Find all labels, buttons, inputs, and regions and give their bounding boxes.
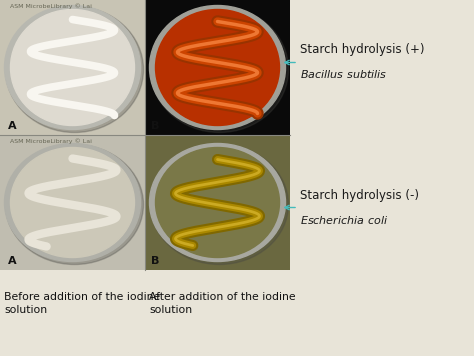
Ellipse shape (155, 147, 280, 257)
Bar (0, 135, 145, 270)
Text: Starch hydrolysis (-): Starch hydrolysis (-) (300, 188, 419, 201)
Text: Before addition of the iodine
solution: Before addition of the iodine solution (4, 292, 160, 315)
Text: B: B (151, 121, 159, 131)
Ellipse shape (151, 145, 289, 265)
Ellipse shape (4, 143, 140, 262)
Ellipse shape (6, 145, 144, 265)
Ellipse shape (4, 5, 140, 130)
Bar (0, 0, 145, 135)
Text: $\it{Escherichia\ coli}$: $\it{Escherichia\ coli}$ (300, 214, 388, 225)
Ellipse shape (10, 147, 135, 257)
Text: ASM MicrobeLibrary © Lai: ASM MicrobeLibrary © Lai (10, 138, 92, 144)
Ellipse shape (155, 10, 280, 126)
Ellipse shape (10, 10, 135, 126)
Text: After addition of the iodine
solution: After addition of the iodine solution (149, 292, 296, 315)
Ellipse shape (149, 143, 285, 262)
Ellipse shape (6, 6, 144, 132)
Text: $\it{Bacillus\ subtilis}$: $\it{Bacillus\ subtilis}$ (300, 68, 387, 80)
Text: A: A (8, 256, 17, 266)
Text: Starch hydrolysis (+): Starch hydrolysis (+) (300, 43, 425, 57)
Ellipse shape (151, 6, 289, 132)
Ellipse shape (149, 5, 285, 130)
Bar (145, 0, 290, 135)
Bar (145, 135, 290, 270)
Text: ASM MicrobeLibrary © Lai: ASM MicrobeLibrary © Lai (10, 3, 92, 9)
Text: A: A (8, 121, 17, 131)
Text: B: B (151, 256, 159, 266)
